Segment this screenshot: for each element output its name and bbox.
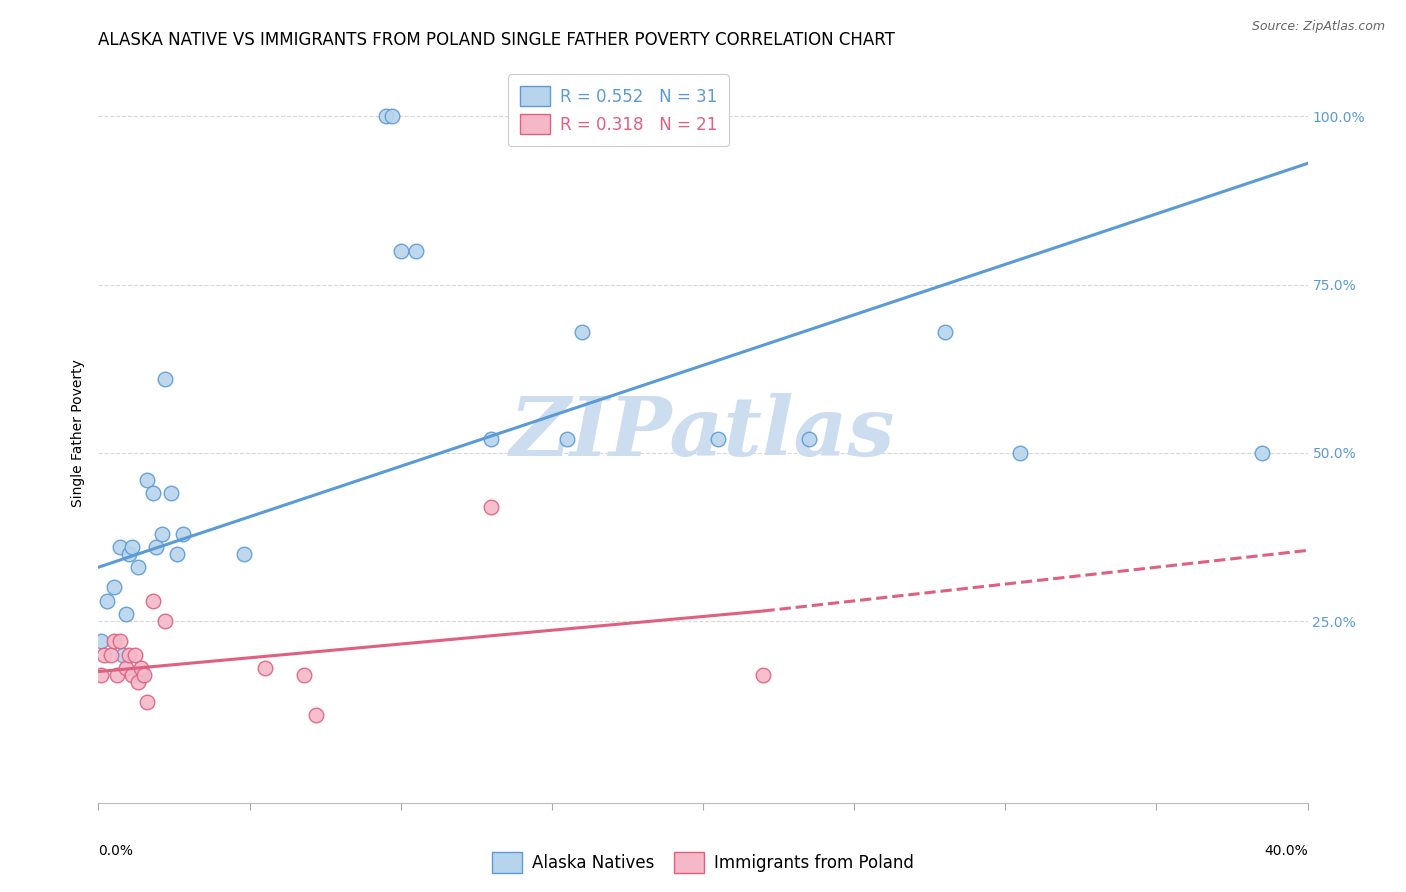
Point: [127, 560, 149, 574]
Point: [481, 433, 503, 447]
Point: [571, 325, 593, 339]
Point: [142, 486, 165, 500]
Point: [114, 607, 136, 622]
Point: [797, 433, 820, 447]
Point: [135, 473, 157, 487]
Point: [707, 433, 730, 447]
Point: [934, 325, 956, 339]
Point: [118, 648, 141, 662]
Point: [127, 674, 149, 689]
Point: [129, 668, 152, 682]
Point: [555, 433, 578, 447]
Point: [96, 594, 118, 608]
Point: [389, 244, 412, 258]
Point: [93, 648, 115, 662]
Point: [172, 526, 194, 541]
Point: [135, 695, 157, 709]
Legend: Alaska Natives, Immigrants from Poland: Alaska Natives, Immigrants from Poland: [485, 846, 921, 880]
Point: [292, 668, 315, 682]
Point: [105, 668, 128, 682]
Point: [150, 526, 173, 541]
Point: [145, 540, 167, 554]
Point: [481, 500, 503, 514]
Point: [111, 648, 134, 662]
Y-axis label: Single Father Poverty: Single Father Poverty: [72, 359, 86, 507]
Point: [108, 634, 131, 648]
Text: Source: ZipAtlas.com: Source: ZipAtlas.com: [1251, 20, 1385, 33]
Point: [752, 668, 775, 682]
Point: [305, 708, 328, 723]
Text: 0.0%: 0.0%: [98, 844, 134, 857]
Point: [108, 540, 131, 554]
Point: [103, 634, 125, 648]
Legend: R = 0.552   N = 31, R = 0.318   N = 21: R = 0.552 N = 31, R = 0.318 N = 21: [508, 74, 728, 146]
Point: [381, 109, 404, 123]
Point: [103, 581, 125, 595]
Point: [253, 661, 276, 675]
Point: [121, 540, 143, 554]
Point: [374, 109, 396, 123]
Point: [124, 648, 146, 662]
Text: ALASKA NATIVE VS IMMIGRANTS FROM POLAND SINGLE FATHER POVERTY CORRELATION CHART: ALASKA NATIVE VS IMMIGRANTS FROM POLAND …: [98, 31, 896, 49]
Point: [153, 614, 176, 628]
Text: 40.0%: 40.0%: [1264, 844, 1308, 857]
Point: [232, 547, 254, 561]
Point: [121, 668, 143, 682]
Point: [129, 661, 152, 675]
Point: [166, 547, 188, 561]
Text: ZIPatlas: ZIPatlas: [510, 392, 896, 473]
Point: [405, 244, 427, 258]
Point: [142, 594, 165, 608]
Point: [118, 547, 141, 561]
Point: [90, 634, 112, 648]
Point: [153, 372, 176, 386]
Point: [114, 661, 136, 675]
Point: [160, 486, 183, 500]
Point: [1251, 446, 1274, 460]
Point: [90, 668, 112, 682]
Point: [100, 648, 122, 662]
Point: [1010, 446, 1032, 460]
Point: [132, 668, 155, 682]
